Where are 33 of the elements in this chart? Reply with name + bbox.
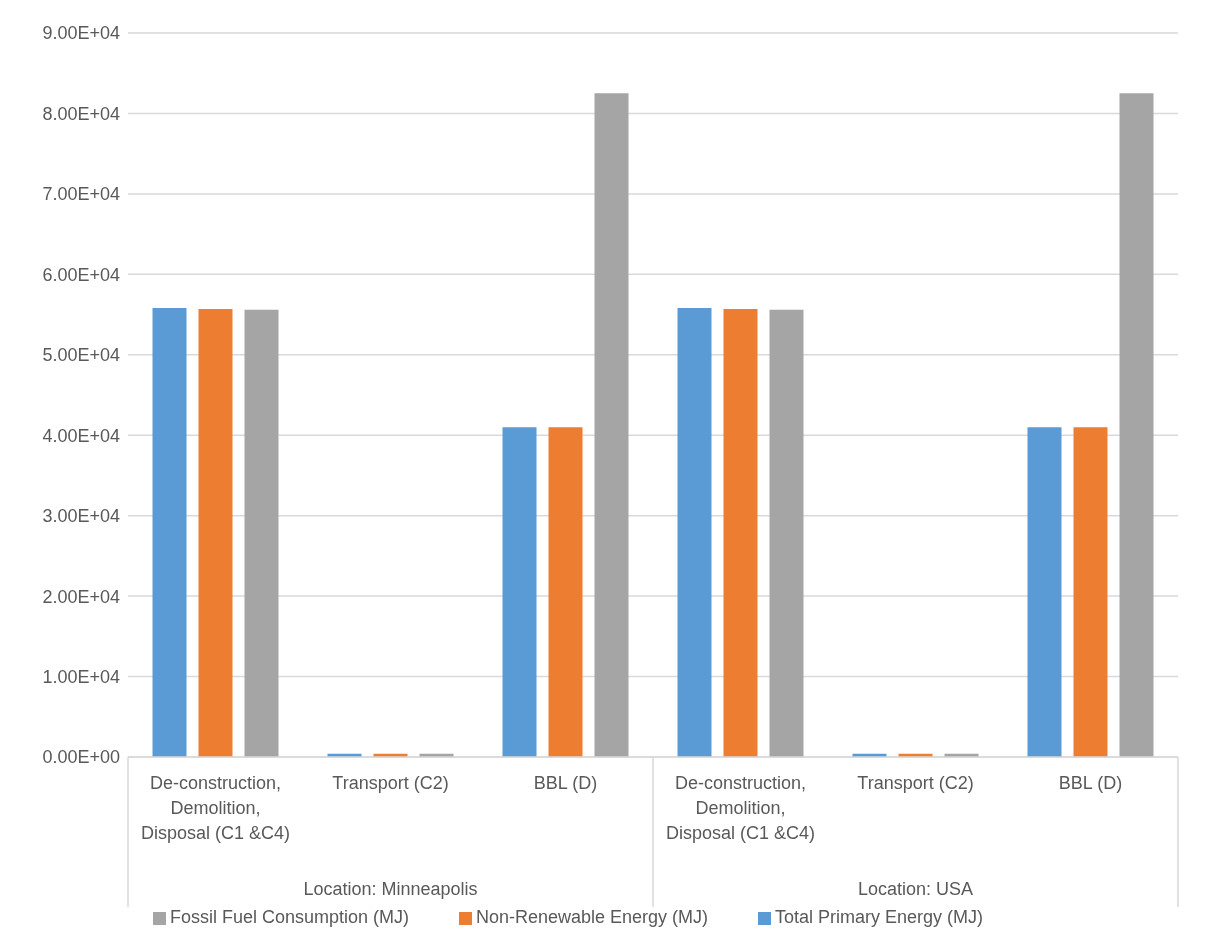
bar xyxy=(1119,93,1154,757)
bar xyxy=(1073,427,1108,757)
x-tick-label: De-construction, Demolition, Disposal (C1 &C4) xyxy=(140,773,291,843)
y-tick-label: 4.00E+04 xyxy=(42,425,120,446)
x-tick-label: Transport (C2) xyxy=(332,773,449,793)
x-tick-label: De-construction, Demolition, Disposal (C1 &C4) xyxy=(665,773,816,843)
x-tick-label: BBL (D) xyxy=(533,773,598,793)
bar xyxy=(198,308,233,757)
bar xyxy=(548,427,583,757)
y-tick-label: 1.00E+04 xyxy=(42,666,120,687)
legend-label: Total Primary Energy (MJ) xyxy=(775,907,984,927)
y-tick-label: 0.00E+00 xyxy=(42,747,120,768)
bar xyxy=(677,308,712,757)
bar xyxy=(152,308,187,757)
y-tick-label: 2.00E+04 xyxy=(42,586,120,607)
x-tick-label: Transport (C2) xyxy=(857,773,974,793)
bar xyxy=(502,427,537,757)
legend-label: Non-Renewable Energy (MJ) xyxy=(475,907,709,927)
bar xyxy=(769,309,804,757)
bar xyxy=(244,309,279,757)
y-tick-label: 5.00E+04 xyxy=(42,345,120,366)
text: Location: USA xyxy=(857,879,974,899)
y-tick-label: 6.00E+04 xyxy=(42,264,120,285)
bar xyxy=(594,93,629,757)
y-tick-label: 9.00E+04 xyxy=(42,23,120,44)
text: Location: Minneapolis xyxy=(303,879,478,899)
bar xyxy=(1027,427,1062,757)
y-tick-label: 3.00E+04 xyxy=(42,506,120,527)
bar xyxy=(723,308,758,757)
legend-label: Fossil Fuel Consumption (MJ) xyxy=(169,907,409,927)
y-tick-label: 8.00E+04 xyxy=(42,103,120,124)
x-tick-label: BBL (D) xyxy=(1058,773,1123,793)
y-tick-label: 7.00E+04 xyxy=(42,184,120,205)
